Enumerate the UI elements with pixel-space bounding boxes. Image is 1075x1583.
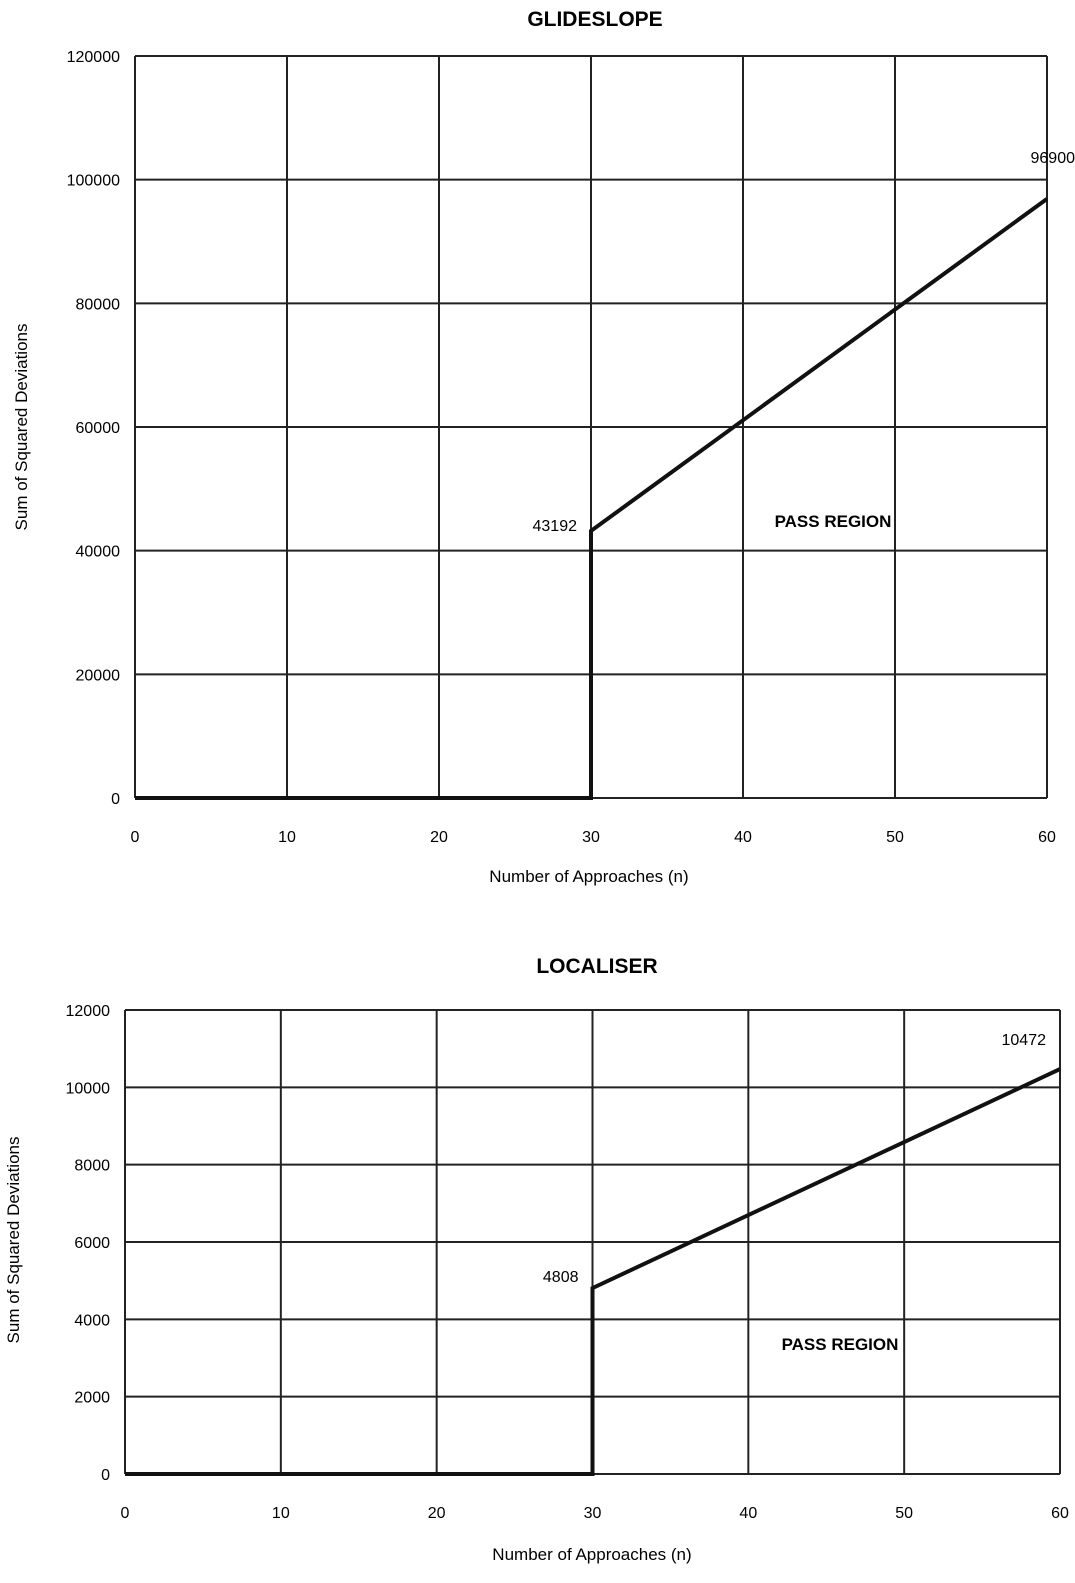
- y-tick-labels: 0 2000 4000 6000 8000 10000 12000: [66, 1003, 111, 1484]
- y-tick-label: 120000: [67, 49, 120, 66]
- x-tick-label: 50: [895, 1505, 913, 1522]
- y-tick-label: 0: [101, 1467, 110, 1484]
- y-tick-label: 6000: [74, 1235, 110, 1252]
- glideslope-chart: GLIDESLOPE 0 20000 40000 60000 80000 100000 12…: [12, 8, 1075, 886]
- x-tick-label: 20: [428, 1505, 446, 1522]
- x-tick-label: 10: [272, 1505, 290, 1522]
- x-tick-label: 0: [131, 829, 140, 846]
- x-tick-label: 40: [739, 1505, 757, 1522]
- y-tick-label: 12000: [66, 1003, 111, 1020]
- x-tick-label: 60: [1051, 1505, 1069, 1522]
- x-axis-label: Number of Approaches (n): [492, 1545, 691, 1564]
- localiser-chart: LOCALISER 0 2000 4000 6000 8000 10000 12000 0 1…: [4, 955, 1069, 1564]
- y-tick-label: 100000: [67, 173, 120, 190]
- y-tick-label: 40000: [76, 544, 121, 561]
- x-tick-label: 20: [430, 829, 448, 846]
- y-tick-label: 10000: [66, 1080, 111, 1097]
- y-axis-label: Sum of Squared Deviations: [12, 324, 31, 531]
- y-tick-label: 8000: [74, 1158, 110, 1175]
- y-tick-label: 20000: [76, 667, 121, 684]
- y-tick-label: 80000: [76, 296, 121, 313]
- data-label: 4808: [543, 1269, 579, 1286]
- x-tick-labels: 0 10 20 30 40 50 60: [131, 829, 1056, 846]
- y-tick-label: 4000: [74, 1312, 110, 1329]
- y-tick-label: 60000: [76, 420, 121, 437]
- x-tick-labels: 0 10 20 30 40 50 60: [121, 1505, 1069, 1522]
- x-tick-label: 30: [584, 1505, 602, 1522]
- grid: [134, 55, 1048, 799]
- x-tick-label: 40: [734, 829, 752, 846]
- series-line: [125, 1067, 1061, 1476]
- chart-title: LOCALISER: [536, 955, 657, 978]
- y-tick-label: 0: [111, 791, 120, 808]
- y-tick-labels: 0 20000 40000 60000 80000 100000 120000: [67, 49, 120, 808]
- data-label: 43192: [533, 518, 578, 535]
- y-tick-label: 2000: [74, 1390, 110, 1407]
- pass-region-label: PASS REGION: [782, 1335, 899, 1354]
- x-tick-label: 50: [886, 829, 904, 846]
- y-axis-label: Sum of Squared Deviations: [4, 1137, 23, 1344]
- x-tick-label: 0: [121, 1505, 130, 1522]
- x-tick-label: 60: [1038, 829, 1056, 846]
- x-tick-label: 10: [278, 829, 296, 846]
- pass-region-label: PASS REGION: [775, 512, 892, 531]
- x-tick-label: 30: [582, 829, 600, 846]
- data-label: 10472: [1002, 1032, 1047, 1049]
- x-axis-label: Number of Approaches (n): [489, 867, 688, 886]
- chart-title: GLIDESLOPE: [527, 8, 662, 31]
- series-line: [135, 197, 1049, 800]
- data-label: 96900: [1031, 150, 1075, 167]
